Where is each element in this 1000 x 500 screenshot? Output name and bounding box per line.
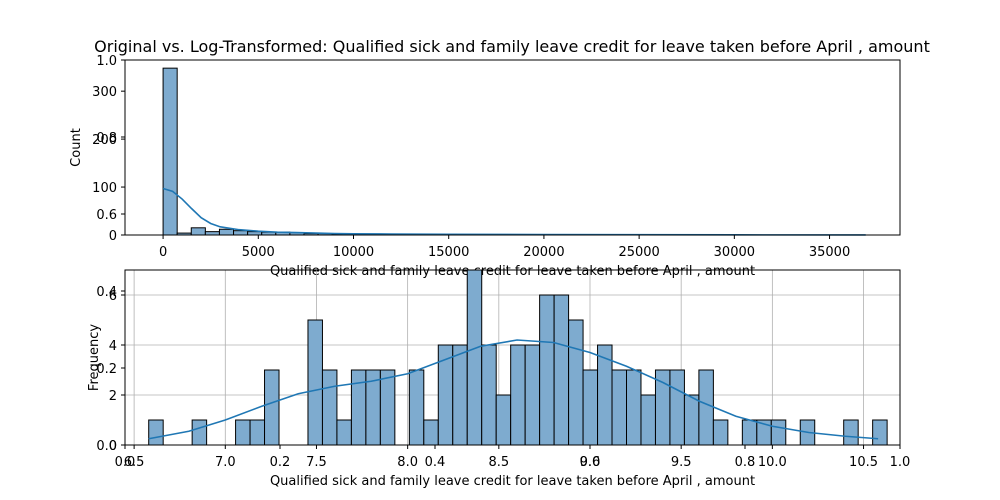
histogram-bar xyxy=(539,294,555,446)
background-y-tick-label: 0.2 xyxy=(96,362,117,377)
x-tick-label: 7.0 xyxy=(215,455,236,470)
histogram-bar xyxy=(741,419,758,446)
histogram-bar xyxy=(162,67,178,236)
histogram-bar xyxy=(582,369,599,446)
original-kde-curve xyxy=(162,187,866,236)
histogram-bar xyxy=(626,369,642,446)
histogram-bar xyxy=(481,344,497,446)
histogram-bar xyxy=(190,227,206,236)
histogram-bar xyxy=(452,344,468,446)
histogram-bar xyxy=(204,231,220,236)
y-tick-label: 100 xyxy=(92,181,117,196)
histogram-bar xyxy=(408,369,425,446)
histogram-bar xyxy=(307,319,323,446)
y-tick-label: 0 xyxy=(109,439,117,454)
x-tick-label: 35000 xyxy=(809,245,850,260)
histogram-bar xyxy=(466,269,483,446)
histogram-bar xyxy=(191,419,208,446)
histogram-bar xyxy=(336,419,352,446)
original-plot-frame xyxy=(124,59,901,236)
background-axes-y-ticks: 0.0 0.2 0.4 0.6 0.8 1.0 xyxy=(96,54,125,454)
background-y-tick-label: 0.8 xyxy=(96,131,117,146)
histogram-bar xyxy=(495,394,512,446)
background-y-tick-label: 1.0 xyxy=(96,54,117,69)
histogram-bar xyxy=(264,369,280,446)
x-tick-label: 8.5 xyxy=(488,455,509,470)
histogram-bar xyxy=(669,369,685,446)
x-tick-label: 0 xyxy=(159,245,167,260)
original-histogram: 0 5000 10000 15000 20000 25000 30000 35000 0 100… xyxy=(69,59,901,279)
histogram-bar xyxy=(698,369,714,446)
x-tick-label: 10.0 xyxy=(758,455,787,470)
original-x-ticks: 0 5000 10000 15000 20000 25000 30000 35000 xyxy=(159,235,850,260)
histogram-bar xyxy=(350,369,367,446)
histogram-bar xyxy=(510,344,526,446)
histogram-bar xyxy=(712,419,729,446)
y-tick-label: 6 xyxy=(109,289,117,304)
histogram-bar xyxy=(379,369,396,446)
x-tick-label: 5000 xyxy=(242,245,275,260)
histogram-bar xyxy=(843,419,859,446)
background-x-tick-label: 1.0 xyxy=(890,455,911,470)
histogram-bar xyxy=(247,231,263,236)
x-tick-label: 9.0 xyxy=(580,455,601,470)
histogram-bar xyxy=(249,419,266,446)
background-x-tick-label: 0.6 xyxy=(580,455,601,470)
y-tick-label: 200 xyxy=(92,133,117,148)
histogram-bar xyxy=(233,230,249,236)
background-x-tick-label: 0.8 xyxy=(735,455,756,470)
histogram-bar xyxy=(148,419,164,446)
x-tick-label: 25000 xyxy=(618,245,659,260)
log-plot-frame xyxy=(124,269,901,446)
figure-title: Original vs. Log-Transformed: Qualified … xyxy=(94,37,930,56)
x-tick-label: 30000 xyxy=(714,245,755,260)
x-tick-label: 10.5 xyxy=(849,455,878,470)
background-y-tick-label: 0.0 xyxy=(96,439,117,454)
log-histogram-bars xyxy=(148,269,888,446)
y-tick-label: 2 xyxy=(109,389,117,404)
original-y-ticks: 0 100 200 300 xyxy=(92,85,125,244)
histogram-bar xyxy=(770,419,787,446)
log-y-ticks: 0 2 4 6 xyxy=(109,289,125,454)
log-x-ticks: 6.5 7.0 7.5 8.0 8.5 9.0 9.5 10.0 10.5 xyxy=(124,445,878,470)
y-tick-label: 4 xyxy=(109,339,117,354)
background-y-tick-label: 0.4 xyxy=(96,285,117,300)
histogram-bar xyxy=(872,419,888,446)
background-x-tick-label: 0.4 xyxy=(425,455,446,470)
x-tick-label: 15000 xyxy=(428,245,469,260)
log-histogram: 6.5 7.0 7.5 8.0 8.5 9.0 9.5 10.0 10.5 0 2 4 6 Quali… xyxy=(87,269,901,489)
background-axes: 0.0 0.2 0.4 0.6 0.8 1.0 0.0 0.2 0.4 0.6 0.8 1.0 xyxy=(96,54,910,470)
y-tick-label: 0 xyxy=(109,229,117,244)
log-y-axis-label: Frequency xyxy=(87,324,102,391)
original-x-axis-label: Qualified sick and family leave credit f… xyxy=(270,264,755,279)
log-kde-curve xyxy=(148,339,879,440)
histogram-bar xyxy=(321,369,338,446)
x-tick-label: 20000 xyxy=(523,245,564,260)
histogram-bar xyxy=(524,344,541,446)
histogram-bar xyxy=(611,369,628,446)
y-tick-label: 300 xyxy=(92,85,117,100)
histogram-bar xyxy=(640,394,656,446)
histogram-bar xyxy=(218,228,235,236)
histogram-bar xyxy=(654,369,671,446)
log-x-axis-label: Qualified sick and family leave credit f… xyxy=(270,474,755,489)
histogram-bar xyxy=(235,419,251,446)
original-y-axis-label: Count xyxy=(69,128,84,167)
background-axes-x-ticks: 0.0 0.2 0.4 0.6 0.8 1.0 xyxy=(115,445,911,470)
x-tick-label: 10000 xyxy=(333,245,374,260)
background-y-tick-label: 0.6 xyxy=(96,208,117,223)
x-tick-label: 8.0 xyxy=(397,455,418,470)
histogram-bar xyxy=(683,394,700,446)
histogram-bar xyxy=(568,319,584,446)
histogram-bar xyxy=(423,419,439,446)
background-x-tick-label: 0.2 xyxy=(270,455,291,470)
background-x-tick-label: 0.0 xyxy=(115,455,136,470)
x-tick-label: 7.5 xyxy=(306,455,327,470)
x-tick-label: 9.5 xyxy=(671,455,692,470)
x-tick-label: 6.5 xyxy=(124,455,145,470)
histogram-bar xyxy=(553,294,570,446)
